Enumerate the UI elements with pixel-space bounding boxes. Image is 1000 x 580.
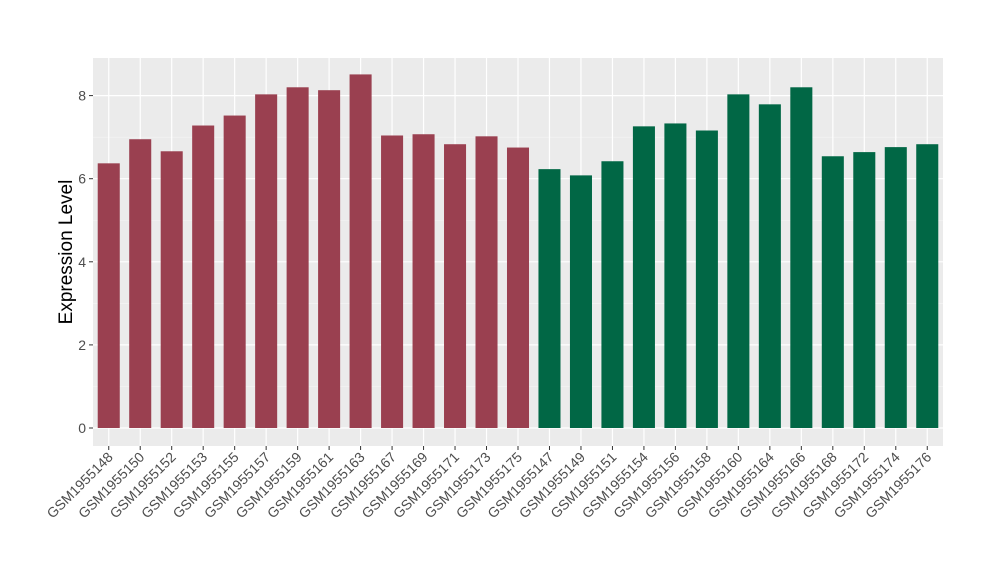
y-axis-label: Expression Level (56, 180, 77, 325)
y-tick-label: 2 (78, 337, 86, 353)
y-tick-label: 4 (78, 254, 86, 270)
bar-GSM1955159 (286, 87, 309, 428)
bar-GSM1955153 (192, 125, 215, 429)
bar-GSM1955171 (444, 144, 467, 428)
bar-GSM1955157 (255, 94, 278, 428)
bar-GSM1955168 (821, 156, 844, 428)
bar-GSM1955154 (632, 126, 655, 429)
bar-GSM1955173 (475, 136, 498, 428)
bar-GSM1955172 (853, 152, 876, 428)
bar-GSM1955147 (538, 169, 561, 428)
bar-GSM1955160 (727, 94, 750, 428)
bar-GSM1955164 (758, 104, 781, 428)
bar-GSM1955176 (916, 144, 939, 428)
y-tick-label: 6 (78, 171, 86, 187)
bar-GSM1955169 (412, 134, 435, 428)
bar-GSM1955175 (506, 147, 530, 428)
bar-GSM1955156 (664, 123, 687, 428)
bar-GSM1955150 (129, 139, 152, 429)
bar-GSM1955151 (601, 161, 624, 428)
bar-GSM1955163 (349, 74, 372, 429)
bar-GSM1955155 (223, 115, 246, 428)
bar-GSM1955149 (569, 175, 592, 428)
bar-GSM1955167 (381, 135, 404, 428)
bar-GSM1955166 (790, 87, 813, 428)
y-tick-label: 0 (78, 420, 86, 436)
bar-GSM1955152 (160, 151, 183, 429)
bar-GSM1955174 (884, 147, 907, 428)
bar-GSM1955148 (97, 163, 120, 428)
bar-GSM1955158 (695, 130, 718, 428)
bar-GSM1955161 (318, 90, 341, 429)
y-tick-label: 8 (78, 88, 86, 104)
